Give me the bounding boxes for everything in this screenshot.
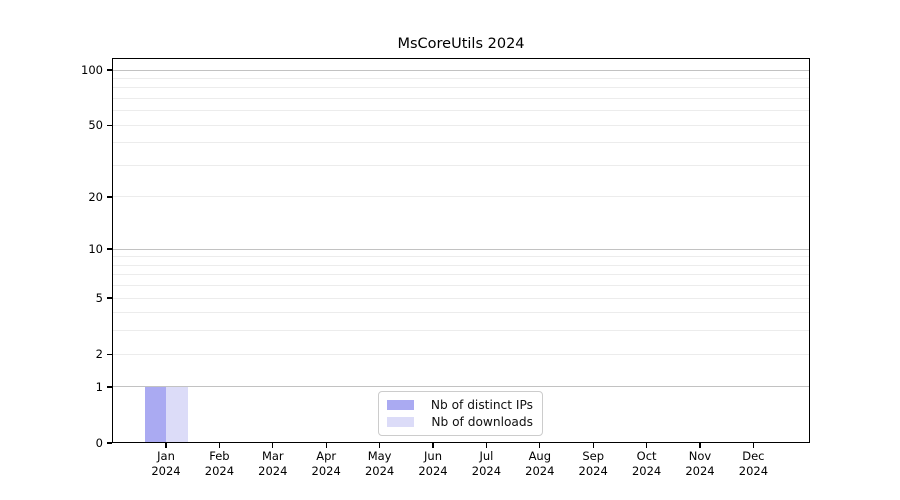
gridline-6	[112, 285, 810, 287]
gridline-8	[112, 264, 810, 266]
gridline-70	[112, 97, 810, 99]
y-axis-tick-2	[107, 353, 112, 355]
legend-swatch-downloads	[387, 417, 414, 427]
y-axis-tick-label: 10	[88, 242, 103, 257]
x-axis-tick-label: Feb 2024	[184, 449, 254, 479]
x-axis-tick-mar	[272, 443, 274, 448]
x-axis-tick-label: Mar 2024	[238, 449, 308, 479]
x-label-year: 2024	[311, 464, 341, 478]
x-axis-tick-label: Apr 2024	[291, 449, 361, 479]
gridline-100	[112, 69, 810, 71]
y-axis-tick-label: 5	[95, 291, 103, 306]
gridline-50	[112, 124, 810, 126]
x-axis-tick-label: Jul 2024	[451, 449, 521, 479]
gridline-40	[112, 142, 810, 144]
gridline-4	[112, 312, 810, 314]
gridline-90	[112, 77, 810, 79]
y-axis-tick-5	[107, 297, 112, 299]
bar-distinct-ips-jan	[144, 386, 166, 443]
gridline-20	[112, 196, 810, 198]
gridline-10	[112, 248, 810, 250]
x-label-month: May	[367, 449, 392, 463]
x-axis-tick-label: Jan 2024	[131, 449, 201, 479]
y-axis-tick-0	[107, 442, 112, 444]
x-axis-tick-label: Nov 2024	[665, 449, 735, 479]
x-axis-tick-label: May 2024	[345, 449, 415, 479]
x-label-month: Apr	[316, 449, 337, 463]
y-axis-tick-50	[107, 124, 112, 126]
x-axis-tick-aug	[539, 443, 541, 448]
x-label-month: Dec	[742, 449, 765, 463]
gridline-80	[112, 87, 810, 89]
x-label-year: 2024	[471, 464, 502, 478]
gridline-2	[112, 353, 810, 355]
x-label-month: Mar	[261, 449, 284, 463]
y-axis-tick-label: 0	[95, 436, 103, 450]
gridline-60	[112, 110, 810, 112]
x-label-year: 2024	[204, 464, 235, 478]
x-label-year: 2024	[631, 464, 662, 478]
chart-title: MsCoreUtils 2024	[397, 36, 525, 52]
x-label-year: 2024	[364, 464, 395, 478]
gridline-30	[112, 164, 810, 166]
legend: Nb of distinct IPs Nb of downloads	[378, 391, 543, 436]
x-label-month: Nov	[688, 449, 712, 463]
x-label-year: 2024	[151, 464, 181, 478]
x-label-month: Sep	[582, 449, 605, 463]
plot-area	[112, 58, 810, 443]
x-axis-tick-apr	[325, 443, 327, 448]
y-axis-tick-label: 20	[88, 189, 103, 204]
y-axis-tick-10	[107, 248, 112, 250]
y-axis-tick-100	[107, 69, 112, 71]
gridline-9	[112, 256, 810, 258]
x-label-month: Oct	[636, 449, 657, 463]
gridline-3	[112, 330, 810, 332]
x-axis-tick-may	[378, 443, 381, 448]
gridline-7	[112, 274, 810, 276]
x-label-year: 2024	[418, 464, 448, 478]
x-axis-tick-sep	[592, 443, 594, 448]
x-axis-tick-jan	[165, 443, 167, 448]
x-axis-tick-label: Jun 2024	[398, 449, 468, 479]
y-axis-tick-label: 100	[81, 63, 103, 77]
legend-entry-distinct-ips: Nb of distinct IPs	[387, 398, 533, 412]
x-label-month: Jun	[424, 449, 442, 463]
legend-label-downloads: Nb of downloads	[431, 415, 533, 429]
x-axis-tick-jun	[432, 443, 434, 448]
x-axis-tick-nov	[699, 443, 701, 448]
x-axis-tick-feb	[218, 443, 221, 448]
bar-downloads-jan	[166, 386, 188, 443]
y-axis-tick-label: 50	[88, 118, 103, 133]
x-axis-tick-label: Dec 2024	[718, 449, 788, 479]
x-axis-tick-oct	[645, 443, 648, 448]
x-axis-tick-dec	[752, 443, 755, 448]
x-label-year: 2024	[738, 464, 769, 478]
x-label-year: 2024	[258, 464, 288, 478]
x-label-year: 2024	[525, 464, 555, 478]
x-axis-tick-jul	[485, 443, 488, 448]
x-axis-tick-label: Sep 2024	[558, 449, 628, 479]
legend-entry-downloads: Nb of downloads	[387, 415, 533, 429]
x-label-month: Aug	[528, 449, 552, 463]
x-axis-tick-label: Oct 2024	[612, 449, 682, 479]
x-label-month: Jul	[479, 449, 494, 463]
gridline-1	[112, 386, 810, 388]
gridline-5	[112, 297, 810, 299]
y-axis-tick-20	[107, 196, 112, 198]
y-axis-tick-label: 1	[95, 379, 103, 394]
x-label-year: 2024	[578, 464, 608, 478]
legend-swatch-distinct-ips	[387, 400, 414, 410]
x-label-year: 2024	[685, 464, 715, 478]
x-label-month: Feb	[209, 449, 230, 463]
x-axis-tick-label: Aug 2024	[505, 449, 575, 479]
y-axis-tick-label: 2	[95, 347, 103, 362]
y-axis-tick-1	[107, 386, 112, 388]
x-label-month: Jan	[157, 449, 175, 463]
legend-label-distinct-ips: Nb of distinct IPs	[430, 398, 533, 412]
